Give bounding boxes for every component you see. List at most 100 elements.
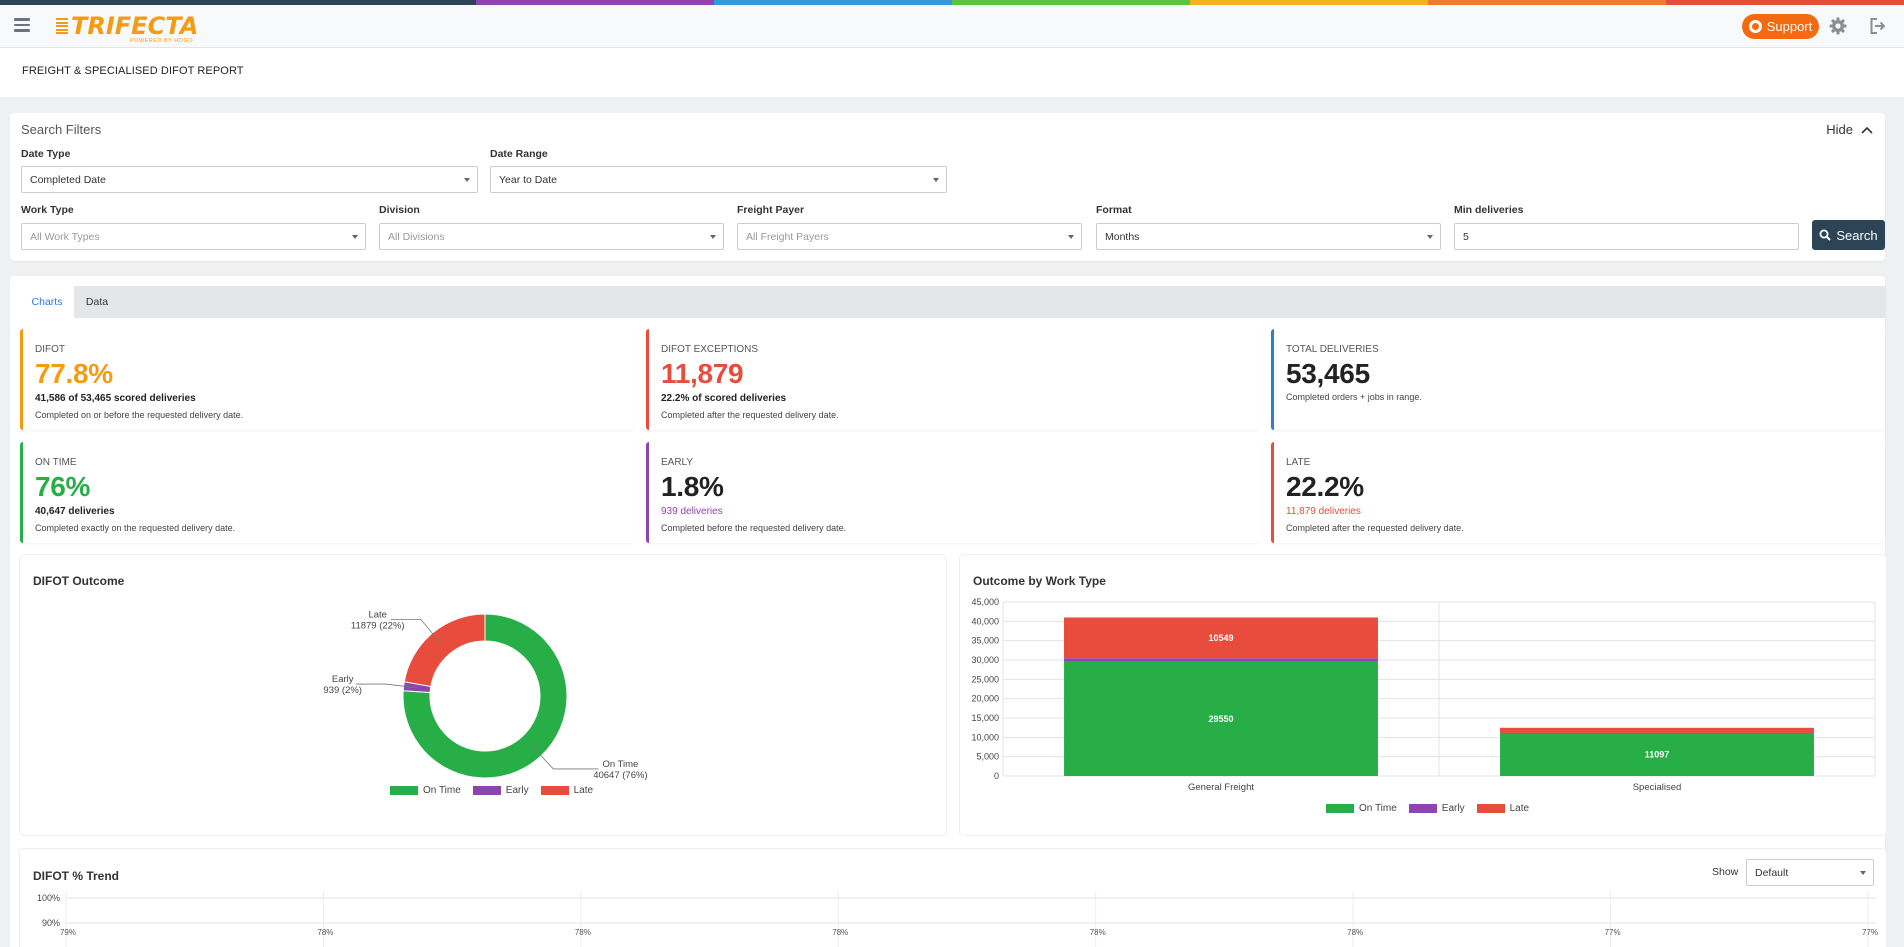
legend-item-early[interactable]: Early xyxy=(472,785,529,796)
kpi-desc: Completed orders + jobs in range. xyxy=(1286,392,1422,402)
point-label: 78% xyxy=(1347,928,1363,937)
min-deliveries-value: 5 xyxy=(1463,230,1469,243)
work-type-placeholder: All Work Types xyxy=(30,230,100,243)
legend-item-late[interactable]: Late xyxy=(1476,803,1530,814)
date-range-select[interactable]: Year to Date xyxy=(490,166,947,193)
outcome-by-work-type-card: Outcome by Work Type 45,000 40,000 35,000 3… xyxy=(960,555,1886,835)
work-type-label: Work Type xyxy=(21,204,74,216)
chart-title: Outcome by Work Type xyxy=(973,574,1106,588)
point-label: 78% xyxy=(317,928,333,937)
division-placeholder: All Divisions xyxy=(388,230,445,243)
caret-down-icon xyxy=(352,235,358,239)
caret-down-icon xyxy=(710,235,716,239)
difot-trend-card: DIFOT % Trend Show Default 100% 90% 79% 78%… xyxy=(20,849,1886,947)
data-label: 11097 xyxy=(1645,750,1670,760)
min-deliveries-label: Min deliveries xyxy=(1454,204,1524,216)
kpi-sub: 41,586 of 53,465 scored deliveries xyxy=(35,393,196,404)
legend-label: Late xyxy=(573,785,594,796)
legend-item-on-time[interactable]: On Time xyxy=(1326,803,1397,814)
donut-legend: On Time Early Late xyxy=(390,785,593,796)
x-tick-label: Specialised xyxy=(1633,782,1682,793)
y-tick-label: 10,000 xyxy=(971,732,999,742)
work-type-select[interactable]: All Work Types xyxy=(21,223,366,250)
slice-label-value: 40647 (76%) xyxy=(593,770,647,781)
y-tick-label: 15,000 xyxy=(971,713,999,723)
legend-label: Early xyxy=(505,785,529,796)
search-button[interactable]: Search xyxy=(1812,220,1885,250)
legend-item-on-time[interactable]: On Time xyxy=(390,785,461,796)
support-button[interactable]: Support xyxy=(1742,14,1819,39)
tab-data[interactable]: Data xyxy=(85,296,109,308)
search-filters-title: Search Filters xyxy=(21,122,102,137)
division-select[interactable]: All Divisions xyxy=(379,223,724,250)
caret-down-icon xyxy=(1068,235,1074,239)
freight-payer-placeholder: All Freight Payers xyxy=(746,230,829,243)
logo[interactable]: TRIFECTA xyxy=(56,14,198,38)
freight-payer-label: Freight Payer xyxy=(737,204,805,216)
hamburger-icon[interactable] xyxy=(14,18,30,32)
x-tick-label: General Freight xyxy=(1188,782,1254,793)
kpi-value: 11,879 xyxy=(661,358,744,389)
chart-title: DIFOT Outcome xyxy=(33,574,125,588)
kpi-late: LATE 22.2% 11,879 deliveries Completed a… xyxy=(1271,442,1885,543)
kpi-value: 77.8% xyxy=(35,358,113,389)
leader-line xyxy=(531,745,599,770)
kpi-desc: Completed before the requested delivery … xyxy=(661,523,847,533)
show-select[interactable]: Default xyxy=(1746,859,1874,886)
y-tick-label: 100% xyxy=(37,893,60,903)
kpi-label: DIFOT EXCEPTIONS xyxy=(661,344,759,355)
legend-item-early[interactable]: Early xyxy=(1408,803,1465,814)
slice-label-value: 939 (2%) xyxy=(323,685,362,696)
show-value: Default xyxy=(1755,866,1789,879)
logo-bars-icon xyxy=(56,18,68,34)
legend-item-late[interactable]: Late xyxy=(540,785,594,796)
kpi-early: EARLY 1.8% 939 deliveries Completed befo… xyxy=(646,442,1260,543)
lifebuoy-icon xyxy=(1748,20,1762,33)
y-tick-label: 30,000 xyxy=(971,655,999,665)
kpi-desc: Completed exactly on the requested deliv… xyxy=(35,523,236,533)
slice-on-time xyxy=(402,613,568,779)
point-label: 79% xyxy=(60,928,76,937)
point-label: 77% xyxy=(1862,928,1878,937)
search-icon xyxy=(1819,229,1832,241)
bar-early xyxy=(1064,658,1378,662)
min-deliveries-input[interactable]: 5 xyxy=(1454,223,1799,250)
format-select[interactable]: Months xyxy=(1096,223,1441,250)
data-label: 29550 xyxy=(1208,714,1233,724)
bar-on-time xyxy=(1064,661,1378,776)
date-range-label: Date Range xyxy=(490,148,548,160)
date-type-select[interactable]: Completed Date xyxy=(21,166,478,193)
format-value: Months xyxy=(1105,230,1140,243)
date-range-value: Year to Date xyxy=(499,173,557,186)
y-tick-label: 45,000 xyxy=(971,597,999,607)
logo-text: TRIFECTA xyxy=(71,12,199,40)
kpi-label: TOTAL DELIVERIES xyxy=(1286,344,1379,355)
legend-label: On Time xyxy=(423,785,461,796)
kpi-desc: Completed after the requested delivery d… xyxy=(1286,523,1464,533)
freight-payer-select[interactable]: All Freight Payers xyxy=(737,223,1082,250)
caret-down-icon xyxy=(464,178,470,182)
outcome-by-work-type-chart: 45,000 40,000 35,000 30,000 25,000 20,000 15,0… xyxy=(971,597,1876,793)
bar-legend: On Time Early Late xyxy=(1326,803,1529,814)
kpi-difot: DIFOT 77.8% 41,586 of 53,465 scored deli… xyxy=(20,329,634,430)
slice-late xyxy=(403,613,486,688)
tab-charts[interactable]: Charts xyxy=(20,286,74,318)
bar-early xyxy=(1500,732,1814,734)
logout-icon[interactable] xyxy=(1869,17,1887,35)
leader-line xyxy=(390,618,442,644)
point-label: 77% xyxy=(1605,928,1621,937)
kpi-sub: 22.2% of scored deliveries xyxy=(661,393,787,404)
page-header: FREIGHT & SPECIALISED DIFOT REPORT xyxy=(0,48,1904,97)
search-filters-panel: Search Filters Hide Date Type Completed … xyxy=(10,113,1885,261)
hide-filters-toggle[interactable]: Hide xyxy=(1826,122,1873,137)
chart-title: DIFOT % Trend xyxy=(33,869,120,883)
gear-icon[interactable] xyxy=(1829,17,1847,35)
legend-label: Late xyxy=(1509,803,1530,814)
kpi-on-time: ON TIME 76% 40,647 deliveries Completed … xyxy=(20,442,634,543)
top-bar: TRIFECTA POWERED BY HOGO Support xyxy=(0,5,1904,48)
kpi-label: EARLY xyxy=(661,457,694,468)
y-tick-label: 5,000 xyxy=(976,752,999,762)
legend-label: Early xyxy=(1441,803,1465,814)
kpi-value: 53,465 xyxy=(1286,358,1370,389)
kpi-label: DIFOT xyxy=(35,344,65,355)
